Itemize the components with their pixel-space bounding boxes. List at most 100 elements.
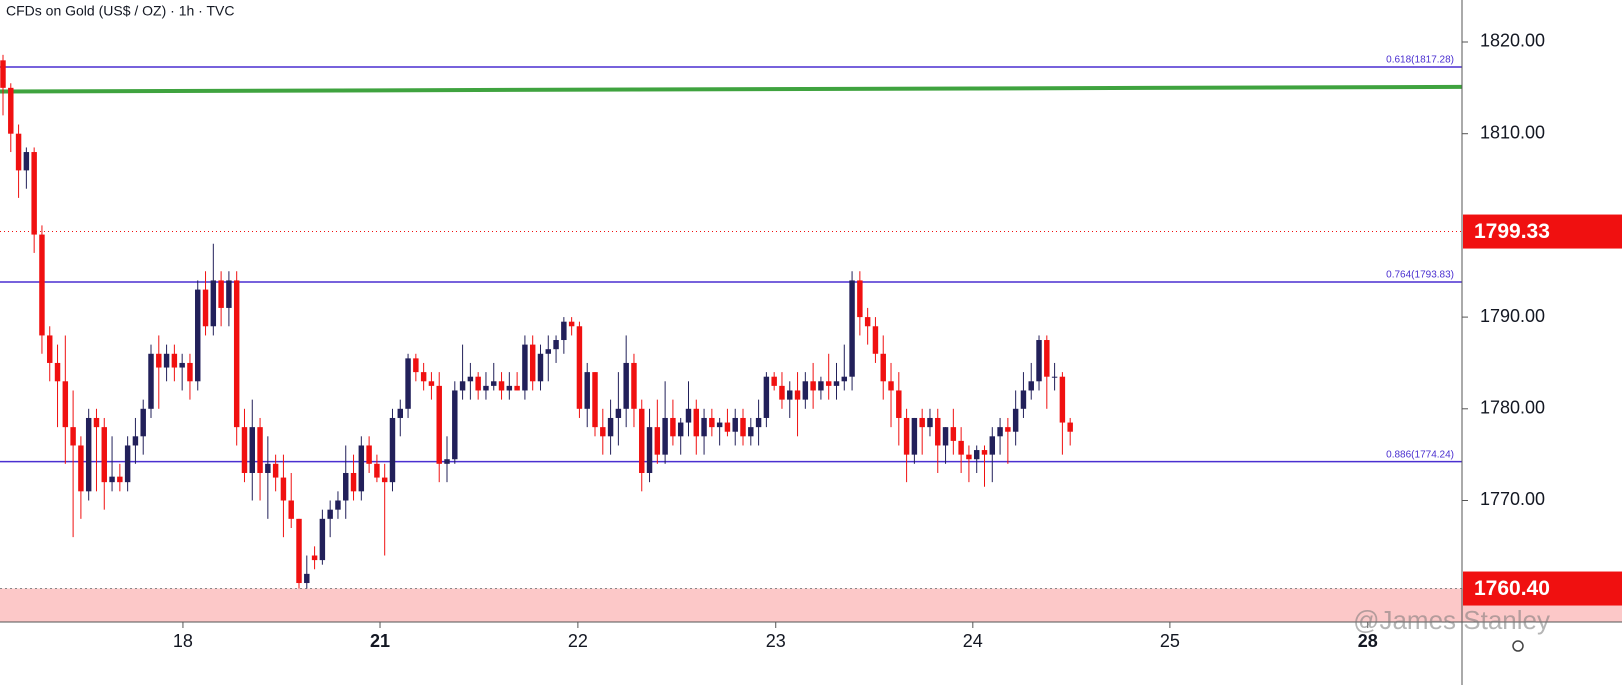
candle-body [740, 417, 746, 437]
candle-body [23, 152, 30, 171]
candle-body [327, 509, 333, 519]
candle-body [132, 436, 139, 446]
candle-body [296, 518, 302, 584]
candle-body [350, 472, 357, 492]
candle-body [171, 353, 178, 368]
candle-body [257, 427, 263, 473]
candle-body [592, 372, 598, 428]
candle-body [654, 427, 661, 455]
last-price-label: 1799.33 [1474, 220, 1550, 243]
watermark: @James Stanley [1353, 605, 1550, 635]
candle-body [452, 390, 458, 460]
candle-body [576, 326, 583, 409]
candle-body [872, 326, 879, 354]
candle-body [1067, 422, 1073, 432]
candle-body [233, 280, 240, 428]
candle-body [732, 417, 738, 432]
candle-body [763, 376, 770, 418]
candle-body [919, 417, 925, 428]
candle-body [677, 422, 684, 437]
settings-icon [1512, 640, 1524, 652]
candle-body [623, 362, 629, 409]
candle-body [896, 390, 902, 418]
y-tick-label: 1820.00 [1480, 31, 1545, 51]
candle-body [366, 445, 372, 464]
candle-body [0, 60, 6, 88]
candle-body [561, 321, 567, 341]
x-tick-label: 22 [568, 631, 588, 651]
candle-body [771, 376, 777, 386]
candle-body [335, 500, 341, 510]
chart-title: CFDs on Gold (US$ / OZ) · 1h · TVC [6, 3, 234, 19]
candle-body [420, 372, 427, 382]
candle-body [210, 280, 217, 327]
candle-body [825, 381, 832, 386]
x-tick-label: 24 [963, 631, 983, 651]
candle-body [1036, 340, 1042, 382]
candle-body [935, 417, 941, 446]
candle-body [506, 385, 513, 391]
candle-body [529, 344, 536, 382]
support-zone [0, 588, 1622, 622]
candle-body [958, 440, 964, 455]
candle-body [864, 317, 871, 327]
candle-body [685, 408, 692, 423]
candle-body [444, 459, 450, 464]
candle-body [568, 321, 575, 327]
candle-body [62, 381, 69, 428]
support-box [1463, 571, 1622, 606]
candle-body [101, 427, 107, 483]
support-label: 1760.40 [1474, 577, 1550, 600]
candle-body [716, 422, 723, 428]
candle-body [950, 427, 957, 441]
candle-body [226, 280, 232, 308]
x-tick-label: 25 [1160, 631, 1180, 651]
candle-body [701, 417, 707, 437]
candle-body [467, 376, 474, 382]
candle-body [849, 280, 855, 377]
candle-body [288, 500, 294, 519]
candle-body [1005, 427, 1011, 432]
candle-body [78, 445, 84, 492]
candle-body [195, 289, 201, 382]
candle-body [163, 353, 170, 368]
candle-body [413, 358, 419, 373]
candle-body [8, 87, 14, 134]
candle-body [475, 376, 481, 391]
candle-body [709, 417, 715, 428]
candle-body [755, 417, 762, 428]
candle-body [483, 385, 489, 391]
candle-body [343, 472, 349, 501]
candle-body [397, 408, 403, 418]
y-tick-label: 1770.00 [1480, 489, 1545, 509]
candle-body [265, 463, 271, 473]
last-price-box [1463, 214, 1622, 249]
candle-body [459, 381, 466, 391]
candle-body [319, 518, 326, 561]
candle-body [405, 358, 411, 409]
candle-body [70, 427, 76, 446]
candle-body [202, 289, 209, 327]
candle-body [981, 450, 988, 455]
candle-body [880, 353, 886, 382]
candle-body [428, 381, 435, 386]
candle-body [389, 417, 396, 483]
trendline [0, 84, 1463, 94]
candle-body [140, 408, 146, 437]
candle-body [93, 417, 100, 428]
candle-body [942, 427, 949, 446]
bottom-axis-bg [0, 622, 1622, 685]
candle-body [607, 417, 614, 437]
candle-body [1012, 408, 1019, 432]
candle-body [631, 362, 637, 409]
candle-body [833, 381, 840, 386]
candle-body [304, 573, 310, 584]
axis-bg [1462, 0, 1622, 685]
candle-body [522, 344, 528, 391]
candle-body [989, 436, 996, 455]
candle-body [903, 417, 910, 455]
candle-body [662, 417, 668, 455]
y-tick-label: 1780.00 [1480, 398, 1545, 418]
candle-body [381, 477, 388, 483]
